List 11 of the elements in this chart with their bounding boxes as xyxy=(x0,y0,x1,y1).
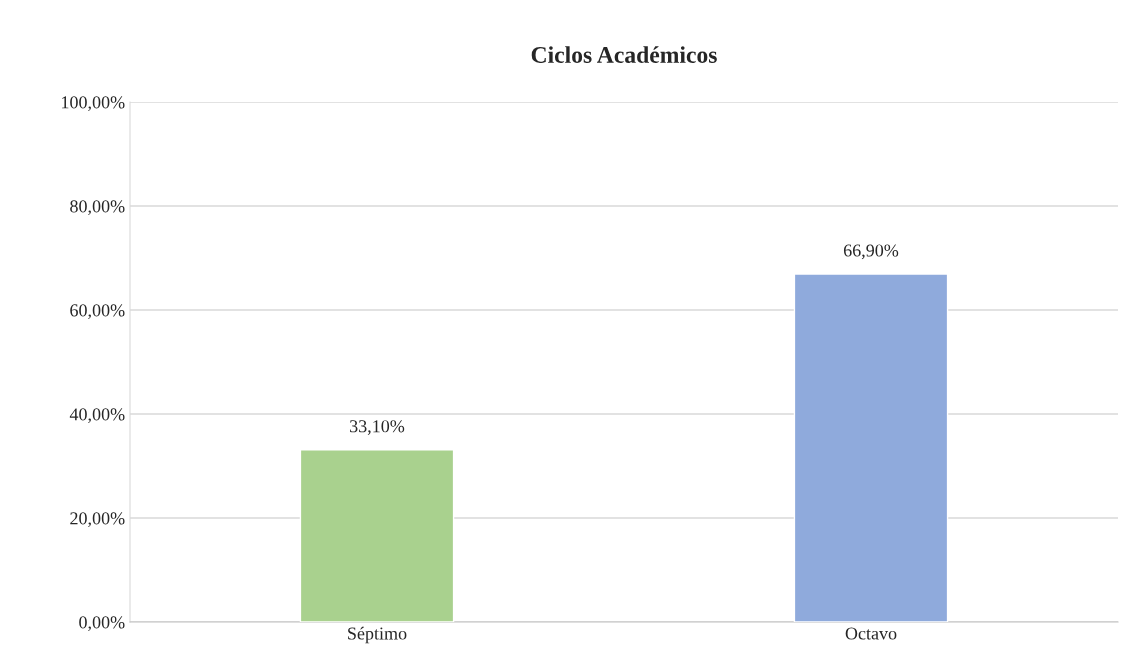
y-tick-label: 100,00% xyxy=(62,96,125,112)
y-tick-label: 60,00% xyxy=(70,304,125,320)
y-tick-label: 20,00% xyxy=(70,512,125,528)
data-label: 66,90% xyxy=(843,244,899,260)
chart-title: Ciclos Académicos xyxy=(531,46,717,63)
x-tick-label: Octavo xyxy=(845,627,897,640)
x-tick-label: Séptimo xyxy=(348,626,407,644)
y-tick-label: 0,00% xyxy=(79,616,125,632)
y-tick-label: 80,00% xyxy=(70,200,125,216)
data-label: 33,10% xyxy=(350,420,405,435)
y-tick-label: 40,00% xyxy=(69,408,125,424)
